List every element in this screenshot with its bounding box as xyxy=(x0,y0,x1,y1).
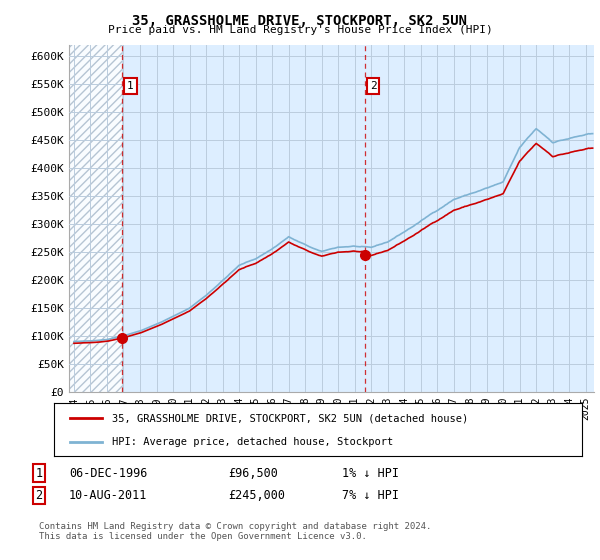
Text: 7% ↓ HPI: 7% ↓ HPI xyxy=(342,489,399,502)
Text: £245,000: £245,000 xyxy=(228,489,285,502)
Text: 2: 2 xyxy=(35,489,43,502)
Text: Contains HM Land Registry data © Crown copyright and database right 2024.
This d: Contains HM Land Registry data © Crown c… xyxy=(39,522,431,542)
Text: 10-AUG-2011: 10-AUG-2011 xyxy=(69,489,148,502)
Text: 1% ↓ HPI: 1% ↓ HPI xyxy=(342,466,399,480)
Text: 1: 1 xyxy=(127,81,134,91)
Text: 35, GRASSHOLME DRIVE, STOCKPORT, SK2 5UN (detached house): 35, GRASSHOLME DRIVE, STOCKPORT, SK2 5UN… xyxy=(112,413,469,423)
Text: 1: 1 xyxy=(35,466,43,480)
Text: 35, GRASSHOLME DRIVE, STOCKPORT, SK2 5UN: 35, GRASSHOLME DRIVE, STOCKPORT, SK2 5UN xyxy=(133,14,467,28)
Text: 2: 2 xyxy=(370,81,376,91)
Text: 06-DEC-1996: 06-DEC-1996 xyxy=(69,466,148,480)
Text: Price paid vs. HM Land Registry's House Price Index (HPI): Price paid vs. HM Land Registry's House … xyxy=(107,25,493,35)
Text: £96,500: £96,500 xyxy=(228,466,278,480)
Text: HPI: Average price, detached house, Stockport: HPI: Average price, detached house, Stoc… xyxy=(112,436,394,446)
